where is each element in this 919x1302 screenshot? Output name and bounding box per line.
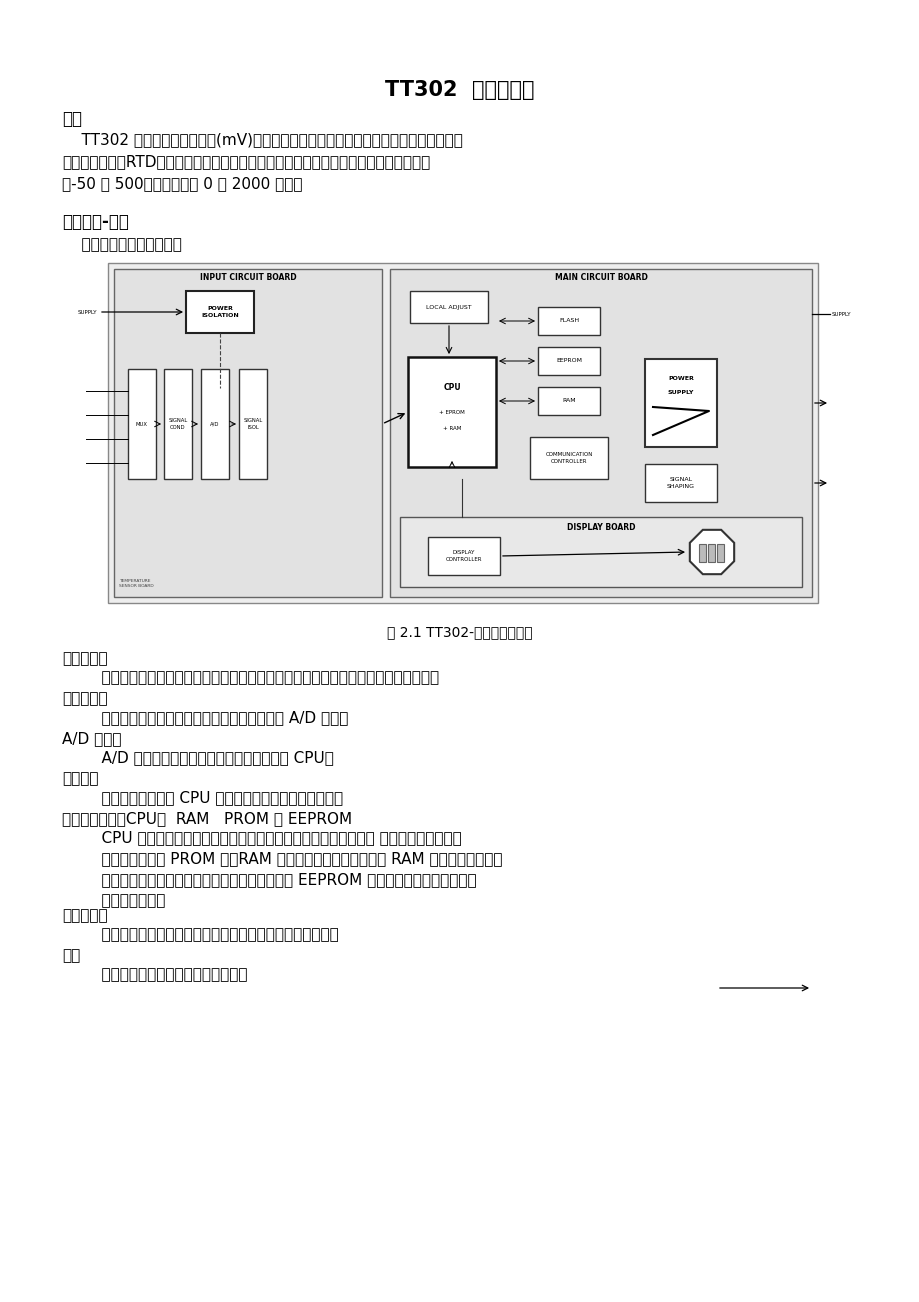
- Text: 概述: 概述: [62, 109, 82, 128]
- Text: INPUT CIRCUIT BOARD: INPUT CIRCUIT BOARD: [199, 273, 296, 283]
- Bar: [427, 536, 499, 575]
- Text: 监视在线动态，调整通信信号，插入，删除预处理，滤波。: 监视在线动态，调整通信信号，插入，删除预处理，滤波。: [82, 927, 338, 943]
- Text: DISPLAY BOARD: DISPLAY BOARD: [566, 522, 634, 531]
- Text: POWER: POWER: [667, 376, 693, 381]
- Bar: [717, 544, 724, 562]
- Text: A/D 转换器: A/D 转换器: [62, 730, 121, 746]
- Text: 变送器电路通过现场总线电源供电。: 变送器电路通过现场总线电源供电。: [82, 967, 247, 982]
- Text: 每个板的功能介绍如下：: 每个板的功能介绍如下：: [62, 237, 182, 253]
- Text: A/D: A/D: [210, 422, 220, 427]
- Bar: [529, 437, 607, 479]
- Text: 他的作用在输入和 CPU 之间隔离控制信号和数字信号。: 他的作用在输入和 CPU 之间隔离控制信号和数字信号。: [82, 790, 343, 805]
- Bar: [538, 387, 599, 415]
- Polygon shape: [689, 530, 733, 574]
- Text: POWER
ISOLATION: POWER ISOLATION: [201, 306, 239, 318]
- Text: SUPPLY: SUPPLY: [667, 391, 694, 396]
- Bar: [698, 544, 706, 562]
- Text: MUX: MUX: [136, 422, 148, 427]
- Text: 他的作用给输入信号提供一个正确的值以满足 A/D 转换。: 他的作用给输入信号提供一个正确的值以满足 A/D 转换。: [82, 710, 348, 725]
- Text: CPU 是变送器的智能部分，主要完成测量，板的执行，自诊断和 通信的管理和运行。
    系统程序存储在 PROM 中。RAM 用于暂时存放运算数据。在 RAM: CPU 是变送器的智能部分，主要完成测量，板的执行，自诊断和 通信的管理和运行。…: [82, 829, 502, 907]
- Bar: [186, 292, 254, 333]
- Bar: [538, 348, 599, 375]
- Text: 中央处理单元（CPU）  RAM   PROM 和 EEPROM: 中央处理单元（CPU） RAM PROM 和 EEPROM: [62, 811, 352, 825]
- Text: 图 2.1 TT302-硬件构成方框图: 图 2.1 TT302-硬件构成方框图: [387, 625, 532, 639]
- Text: CPU: CPU: [443, 383, 460, 392]
- Text: COMMUNICATION
CONTROLLER: COMMUNICATION CONTROLLER: [545, 452, 592, 464]
- Text: LOCAL ADJUST: LOCAL ADJUST: [425, 305, 471, 310]
- Text: SIGNAL
COND: SIGNAL COND: [168, 418, 187, 430]
- Text: 通信控制器: 通信控制器: [62, 907, 108, 923]
- Text: 多路转换器: 多路转换器: [62, 651, 108, 667]
- Text: RAM: RAM: [562, 398, 575, 404]
- Text: MAIN CIRCUIT BOARD: MAIN CIRCUIT BOARD: [554, 273, 647, 283]
- Text: TT302  温度变送器: TT302 温度变送器: [385, 79, 534, 100]
- Text: TEMPERATURE
SENSOR BOARD: TEMPERATURE SENSOR BOARD: [119, 579, 153, 587]
- Bar: [114, 270, 381, 598]
- Text: A/D 转换器将输入信号转换成数字形式传给 CPU。: A/D 转换器将输入信号转换成数字形式传给 CPU。: [82, 750, 334, 766]
- Text: SIGNAL
ISOL: SIGNAL ISOL: [244, 418, 262, 430]
- Bar: [200, 368, 229, 479]
- Bar: [239, 368, 267, 479]
- Bar: [644, 464, 716, 503]
- Bar: [708, 544, 715, 562]
- Bar: [538, 307, 599, 335]
- Text: FLASH: FLASH: [559, 319, 578, 323]
- Bar: [410, 292, 487, 323]
- Bar: [390, 270, 811, 598]
- Bar: [407, 357, 495, 467]
- Bar: [128, 368, 156, 479]
- Bar: [644, 359, 716, 447]
- Text: SUPPLY: SUPPLY: [831, 311, 851, 316]
- Text: SUPPLY: SUPPLY: [77, 310, 96, 315]
- Text: + RAM: + RAM: [442, 427, 460, 431]
- Text: TT302 温度变送器接收毫伏(mV)输出的信号，这类传感器包括热电偶或阻性传感器，
例如：热电阻（RTD）。它所接受的信号必须在允许的输入范围之内。允许输入电: TT302 温度变送器接收毫伏(mV)输出的信号，这类传感器包括热电偶或阻性传感…: [62, 132, 462, 191]
- Text: + EPROM: + EPROM: [438, 410, 464, 414]
- Text: 功能描述-硬件: 功能描述-硬件: [62, 214, 129, 230]
- Text: 信号调理板: 信号调理板: [62, 691, 108, 706]
- Bar: [108, 263, 817, 603]
- Bar: [400, 517, 801, 587]
- Text: EEPROM: EEPROM: [555, 358, 582, 363]
- Text: 多路转换器将变送器端子接到相应信号调理板上，以保证在正确的端子上测量电压。: 多路转换器将变送器端子接到相应信号调理板上，以保证在正确的端子上测量电压。: [82, 671, 438, 685]
- Text: 信号隔离: 信号隔离: [62, 771, 98, 786]
- Text: DISPLAY
CONTROLLER: DISPLAY CONTROLLER: [446, 551, 482, 561]
- Bar: [164, 368, 192, 479]
- Text: 电源: 电源: [62, 948, 80, 963]
- Text: SIGNAL
SHAPING: SIGNAL SHAPING: [666, 478, 694, 488]
